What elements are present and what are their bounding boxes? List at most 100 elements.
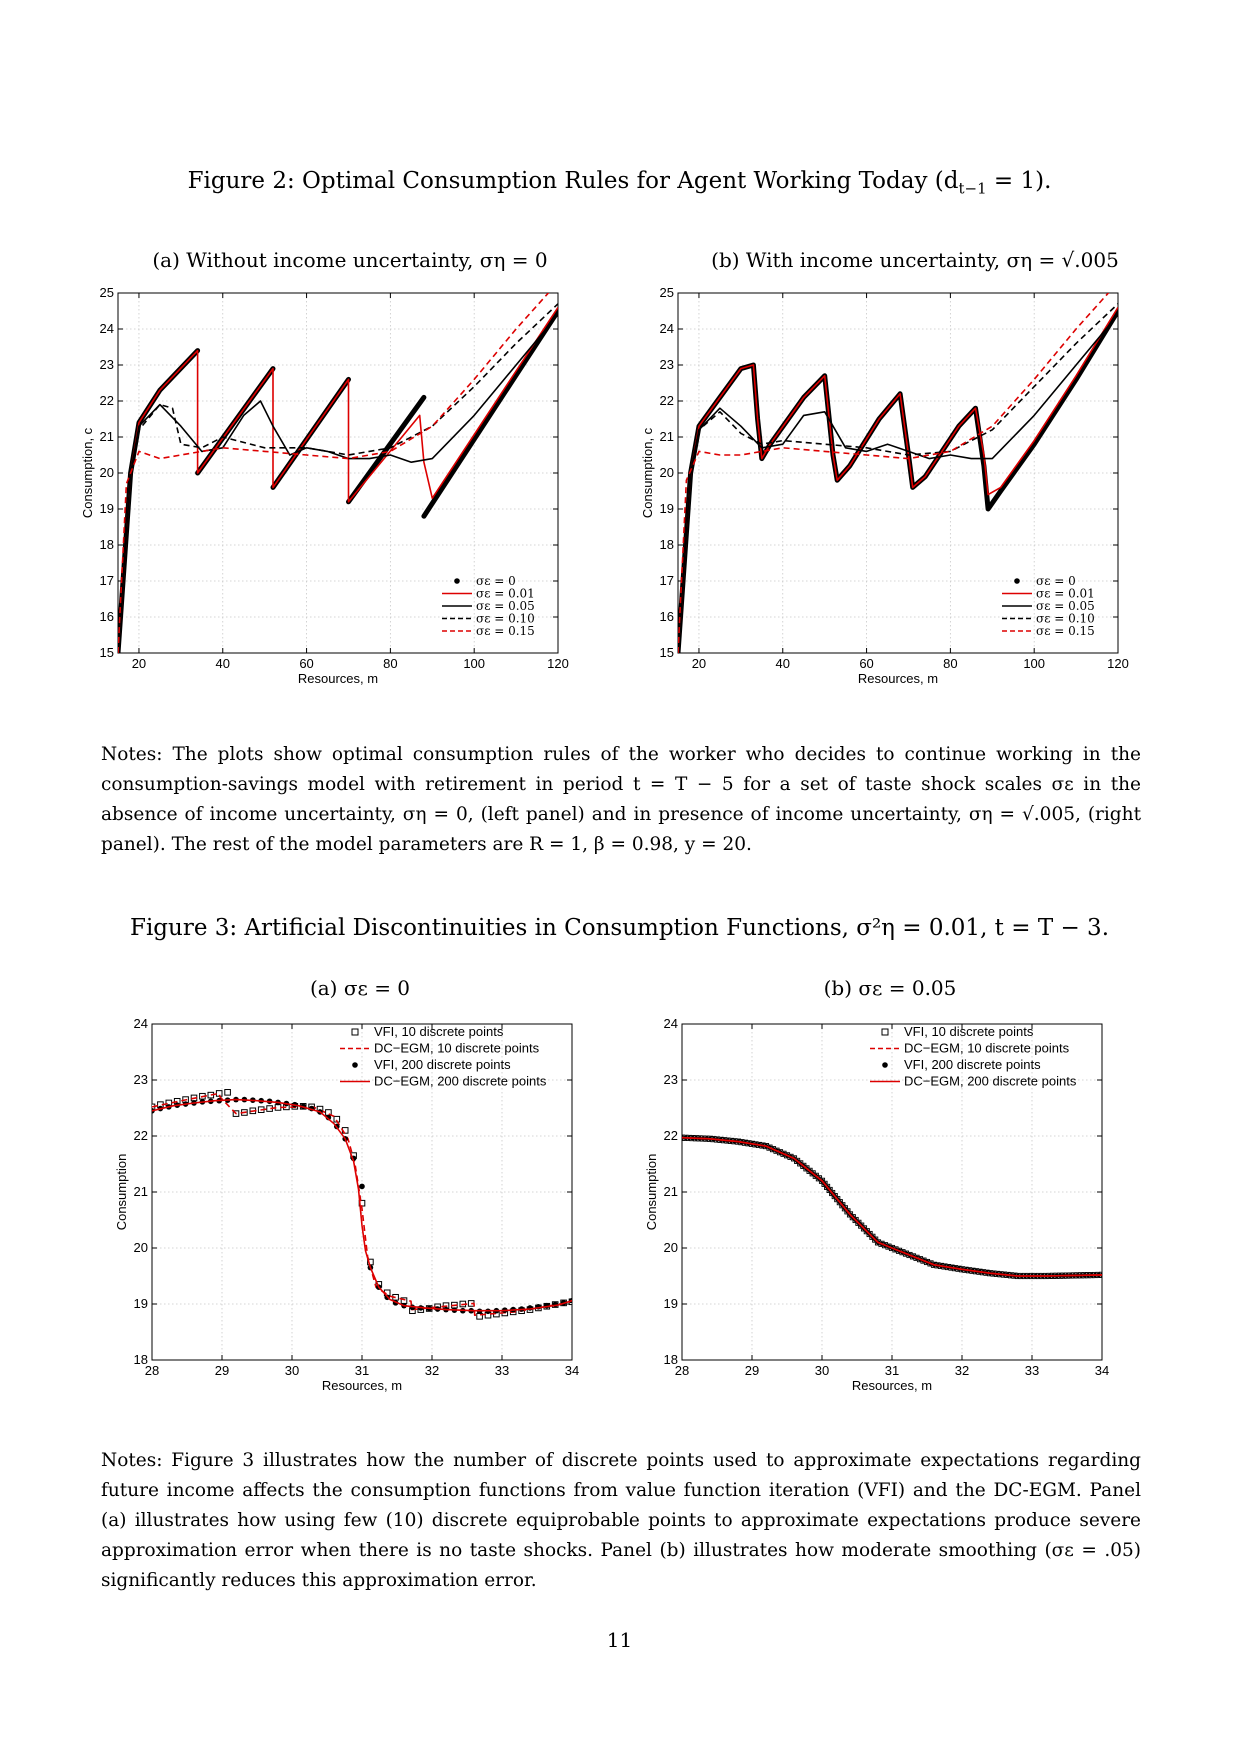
- x-tick-label: 34: [565, 1363, 579, 1378]
- y-tick-label: 23: [134, 1072, 148, 1087]
- plot-area: [118, 293, 558, 653]
- series--0-15: [118, 293, 550, 653]
- series-line: [152, 1092, 572, 1316]
- x-tick-label: 28: [675, 1363, 689, 1378]
- series-line: [678, 293, 1110, 653]
- series--0-05: [118, 314, 558, 653]
- fig2b-caption: (b) With income uncertainty, ση = √.005: [711, 248, 1119, 272]
- y-tick-label: 18: [660, 537, 674, 552]
- legend-label: VFI, 10 discrete points: [904, 1024, 1034, 1039]
- series-line: [118, 306, 558, 653]
- series--0-15: [678, 293, 1110, 653]
- x-tick-label: 29: [215, 1363, 229, 1378]
- legend-marker: [1014, 578, 1020, 584]
- y-tick-label: 15: [660, 645, 674, 660]
- series--0-01: [118, 306, 558, 653]
- y-tick-label: 25: [100, 285, 114, 300]
- y-tick-label: 19: [660, 501, 674, 516]
- y-tick-label: 16: [660, 609, 674, 624]
- legend: VFI, 10 discrete points DC−EGM, 10 discre…: [340, 1024, 547, 1089]
- series-dotted-line: [421, 308, 558, 519]
- legend-label: σε = 0.01: [1036, 587, 1095, 601]
- data-point: [325, 1114, 332, 1121]
- series-line: [678, 314, 1118, 653]
- x-tick-label: 60: [859, 656, 873, 671]
- legend-label: VFI, 10 discrete points: [374, 1024, 504, 1039]
- y-axis-label: Consumption, c: [80, 427, 95, 518]
- plot-area: [682, 1134, 1102, 1280]
- series-line: [678, 303, 1118, 653]
- series-line: [682, 1136, 1102, 1277]
- y-tick-label: 24: [664, 1016, 678, 1031]
- legend-label: DC−EGM, 200 discrete points: [374, 1074, 547, 1089]
- fig3b-chart: 28 29 30 31 32 33 34 18 19 20 21 22 23 24 Resources, m…: [644, 1016, 1109, 1393]
- legend-label: DC−EGM, 200 discrete points: [904, 1074, 1077, 1089]
- x-tick-label: 120: [1107, 656, 1129, 671]
- series-line: [118, 293, 550, 653]
- fig3b-caption: (b) σε = 0.05: [823, 976, 957, 1000]
- series--0-10: [118, 303, 558, 653]
- x-tick-label: 100: [463, 656, 485, 671]
- x-tick-label: 33: [1025, 1363, 1039, 1378]
- series--0-10: [678, 303, 1118, 653]
- series-dc-egm-10-discrete-points: [152, 1092, 572, 1316]
- legend-marker: [352, 1062, 358, 1068]
- x-axis-label: Resources, m: [298, 671, 378, 686]
- y-tick-label: 22: [660, 393, 674, 408]
- legend-marker: [882, 1062, 888, 1068]
- series-line: [678, 306, 1118, 653]
- figure2-notes: Notes: The plots show optimal consumptio…: [101, 744, 1141, 855]
- y-tick-label: 20: [134, 1240, 148, 1255]
- figure2-title: Figure 2: Optimal Consumption Rules for …: [187, 168, 1052, 198]
- legend: VFI, 10 discrete points DC−EGM, 10 discre…: [870, 1024, 1077, 1089]
- y-tick-label: 17: [100, 573, 114, 588]
- legend-label: σε = 0.15: [476, 624, 535, 638]
- x-tick-label: 29: [745, 1363, 759, 1378]
- legend-label: σε = 0.10: [476, 612, 535, 626]
- plot-area: [152, 1089, 572, 1320]
- data-point: [359, 1183, 365, 1190]
- y-axis-label: Consumption, c: [640, 427, 655, 518]
- x-axis-label: Resources, m: [858, 671, 938, 686]
- legend-label: VFI, 200 discrete points: [904, 1057, 1041, 1072]
- x-tick-label: 20: [692, 656, 706, 671]
- y-tick-label: 20: [664, 1240, 678, 1255]
- series-line: [152, 1098, 572, 1312]
- y-tick-label: 16: [100, 609, 114, 624]
- x-tick-label: 33: [495, 1363, 509, 1378]
- legend-label: σε = 0.15: [1036, 624, 1095, 638]
- x-tick-label: 30: [285, 1363, 299, 1378]
- x-tick-label: 20: [132, 656, 146, 671]
- legend-label: σε = 0.05: [476, 599, 535, 613]
- x-tick-label: 30: [815, 1363, 829, 1378]
- legend-label: σε = 0.10: [1036, 612, 1095, 626]
- legend-label: DC−EGM, 10 discrete points: [374, 1041, 540, 1056]
- y-tick-label: 21: [660, 429, 674, 444]
- fig2a-chart: 20 40 60 80 100 120 15 16 17 18 19 20 21 22 23 24 25 Reso…: [80, 285, 569, 686]
- series-dotted-line: [118, 348, 201, 653]
- y-tick-label: 21: [134, 1184, 148, 1199]
- y-tick-label: 19: [134, 1296, 148, 1311]
- x-tick-label: 100: [1023, 656, 1045, 671]
- y-tick-label: 22: [100, 393, 114, 408]
- y-tick-label: 20: [100, 465, 114, 480]
- series--0-05: [678, 314, 1118, 653]
- series-line: [682, 1136, 1102, 1277]
- figure3-notes: Notes: Figure 3 illustrates how the numb…: [101, 1450, 1141, 1591]
- y-tick-label: 18: [664, 1352, 678, 1367]
- fig2a-caption: (a) Without income uncertainty, ση = 0: [152, 248, 548, 272]
- fig3a-caption: (a) σε = 0: [309, 976, 411, 1000]
- series--0-01: [678, 306, 1118, 653]
- fig2b-chart: 20 40 60 80 100 120 15 16 17 18 19 20 21 22 23 24 25 Reso…: [640, 285, 1129, 686]
- x-tick-label: 120: [547, 656, 569, 671]
- page-number: 11: [606, 1628, 633, 1652]
- legend-marker: [351, 1028, 359, 1036]
- y-tick-label: 20: [660, 465, 674, 480]
- y-tick-label: 25: [660, 285, 674, 300]
- series-dc-egm-10-discrete-points: [682, 1136, 1102, 1277]
- x-tick-label: 31: [885, 1363, 899, 1378]
- x-axis-label: Resources, m: [852, 1378, 932, 1393]
- y-tick-label: 17: [660, 573, 674, 588]
